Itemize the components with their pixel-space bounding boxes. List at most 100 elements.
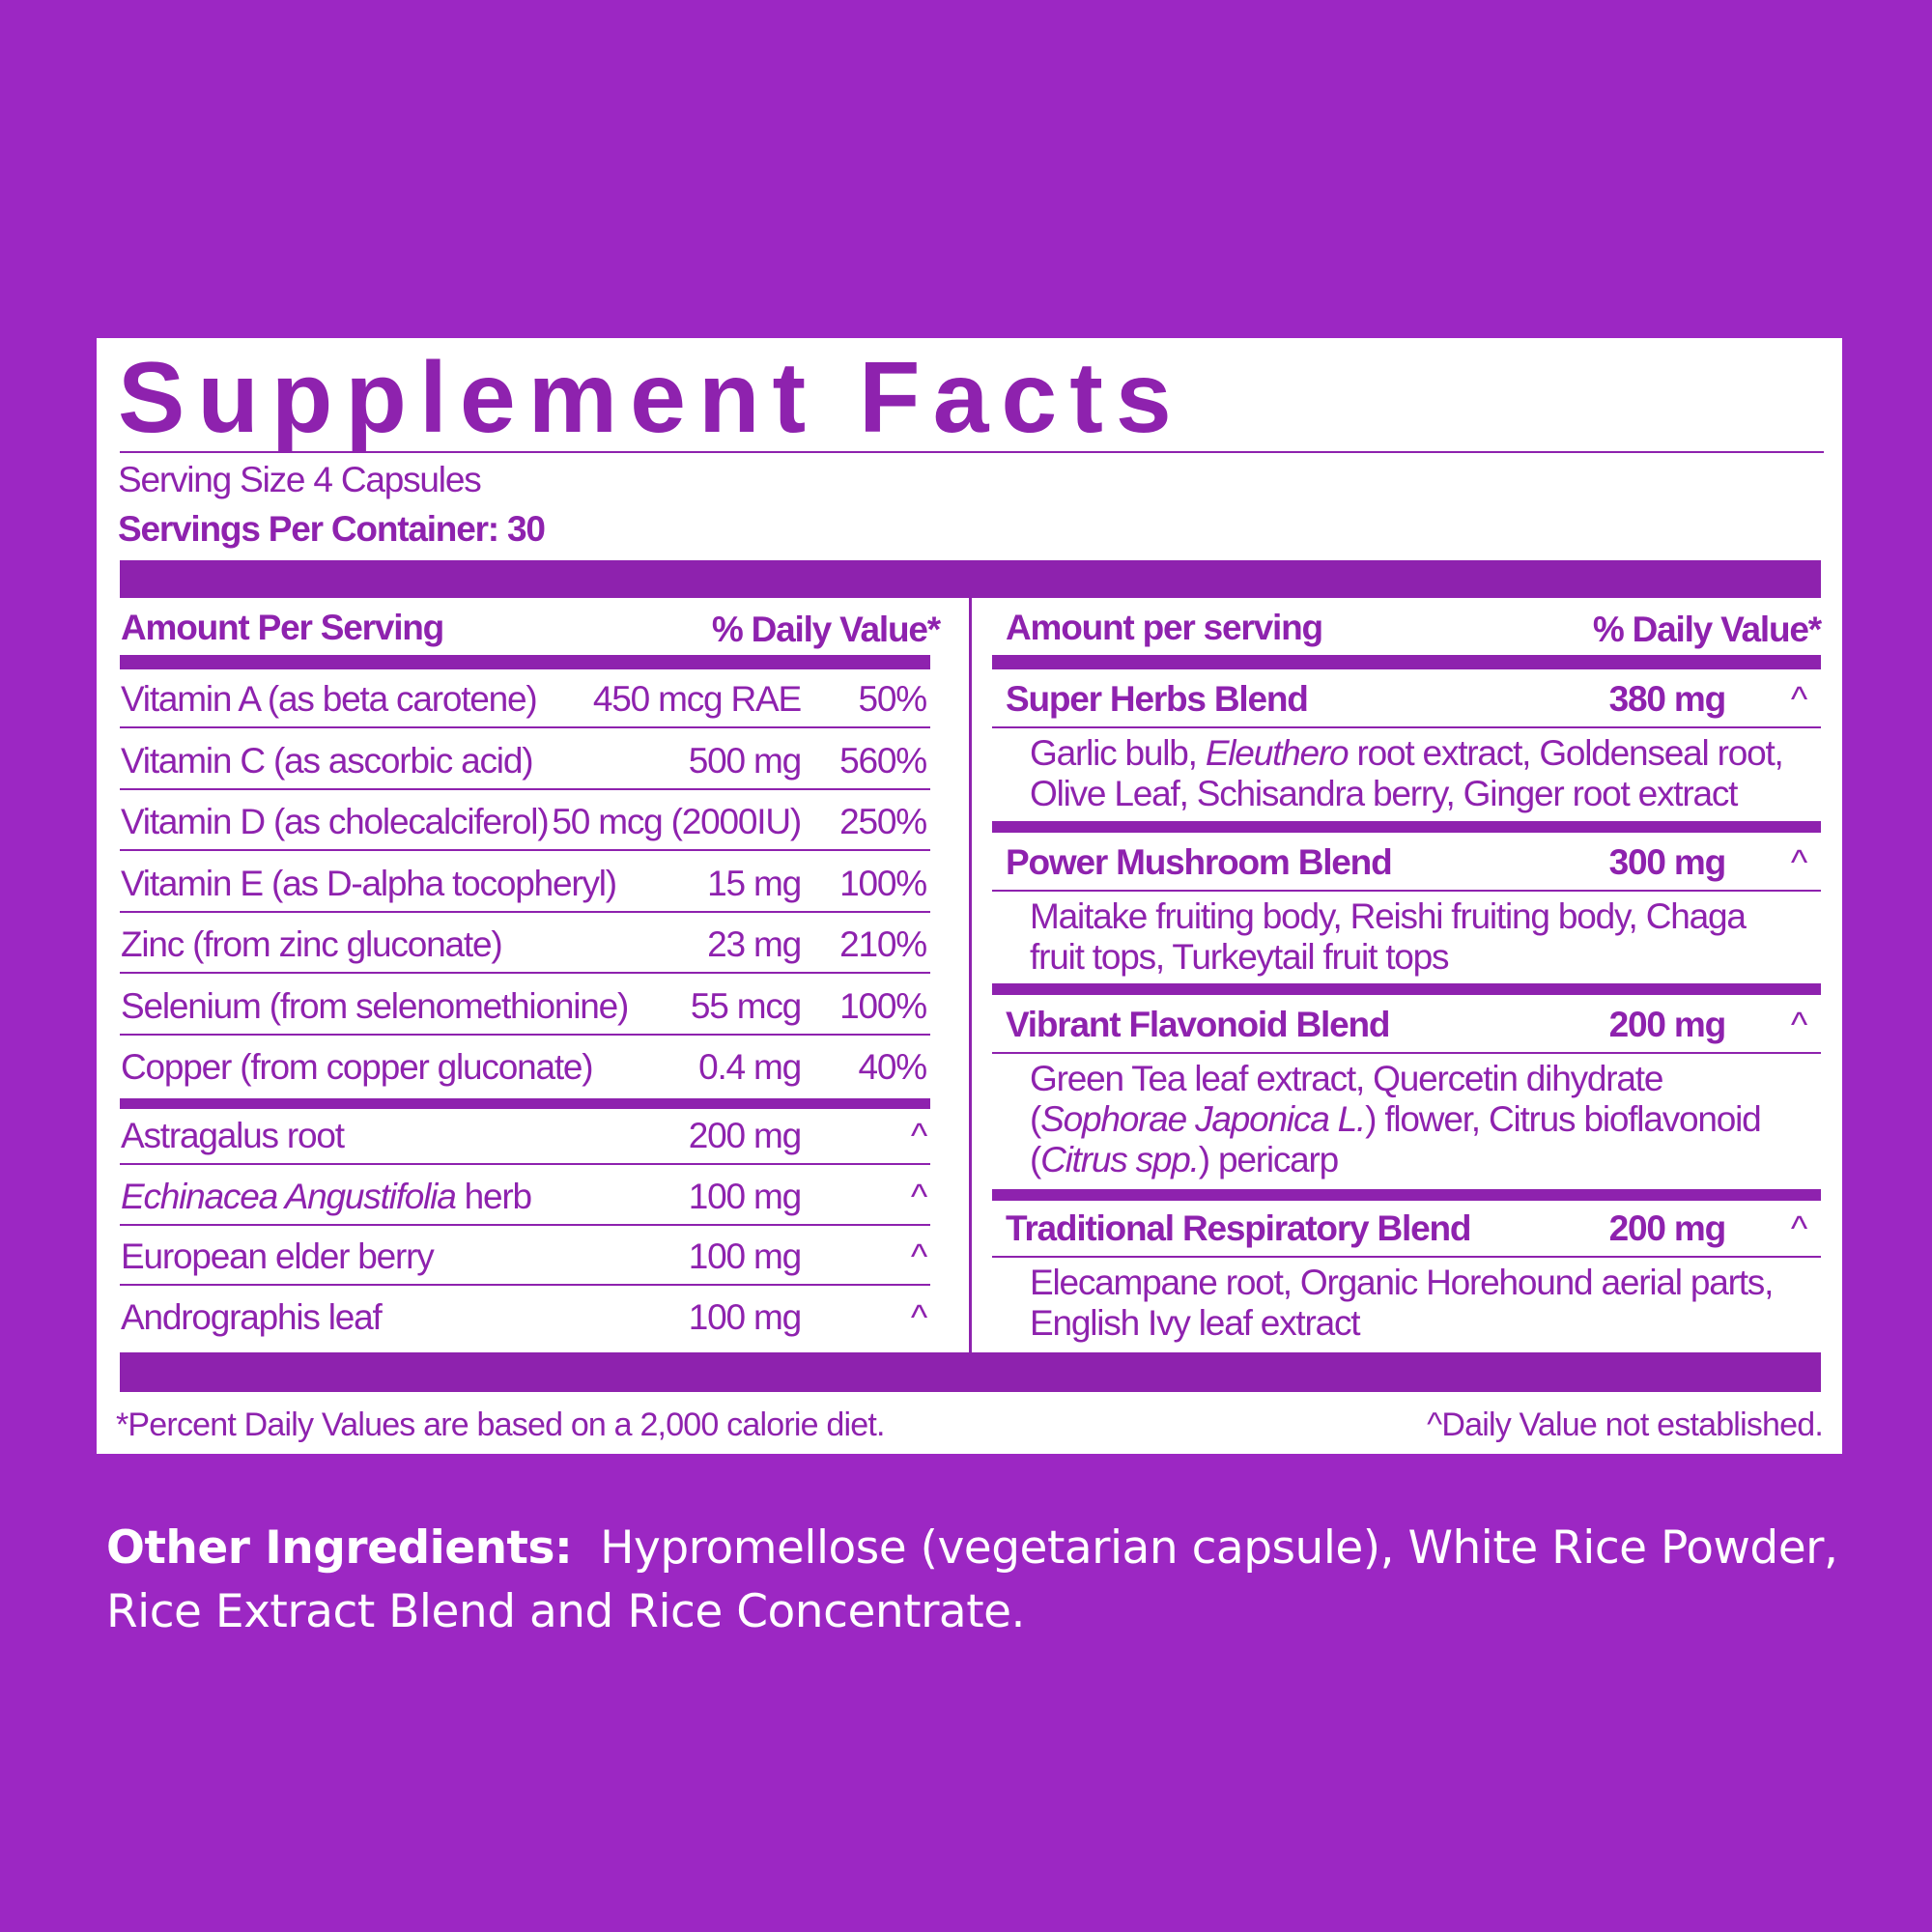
blend-name: Traditional Respiratory Blend	[1006, 1208, 1471, 1248]
blend-ingredients: Elecampane root, Organic Horehound aeria…	[1030, 1262, 1774, 1304]
blend-daily-value: ^	[1790, 679, 1807, 719]
nutrient-amount: 100 mg	[688, 1176, 802, 1216]
blend-daily-value: ^	[1790, 1208, 1807, 1248]
blend-amount: 380 mg	[1608, 679, 1727, 719]
nutrient-daily-value: ^	[910, 1176, 927, 1216]
text: Vitamin D (as cholecalciferol)	[121, 802, 550, 841]
nutrient-daily-value: 100%	[839, 863, 927, 903]
other-ingredients-label: Other Ingredients:	[106, 1521, 573, 1575]
text: Maitake fruiting body, Reishi fruiting b…	[1030, 896, 1747, 936]
text: herb	[455, 1176, 532, 1216]
nutrient-name: Copper (from copper gluconate)	[121, 1046, 594, 1089]
row-divider	[120, 972, 930, 974]
row-divider	[120, 1163, 930, 1165]
left-header-amount: Amount Per Serving	[121, 608, 444, 647]
text: (	[1030, 1140, 1041, 1179]
blend-ingredients: English Ivy leaf extract	[1030, 1302, 1361, 1345]
nutrient-amount: 100 mg	[688, 1296, 802, 1337]
serving-size: Serving Size 4 Capsules	[118, 460, 482, 499]
text: Zinc (from zinc gluconate)	[121, 924, 503, 964]
blend-daily-value: ^	[1790, 1005, 1807, 1044]
nutrient-daily-value: 100%	[839, 985, 927, 1026]
italic-text: Echinacea Angustifolia	[121, 1176, 457, 1216]
thick-bar	[992, 983, 1821, 995]
text: Elecampane root, Organic Horehound aeria…	[1030, 1263, 1774, 1302]
blend-daily-value: ^	[1790, 842, 1807, 882]
thick-bar	[120, 655, 930, 669]
row-divider	[120, 1223, 930, 1226]
nutrient-amount: 0.4 mg	[698, 1047, 802, 1087]
text: Garlic bulb,	[1030, 733, 1206, 773]
text: Selenium (from selenomethionine)	[121, 985, 629, 1026]
row-divider	[120, 1284, 930, 1286]
row-divider	[120, 910, 930, 913]
italic-text: Eleuthero	[1205, 733, 1350, 773]
thick-bar	[992, 821, 1821, 833]
thick-bar	[120, 1098, 930, 1109]
nutrient-amount: 200 mg	[688, 1116, 802, 1155]
nutrient-daily-value: 40%	[858, 1047, 928, 1087]
page-title: Supplement Facts	[118, 342, 1184, 454]
italic-text: Sophorae Japonica L.	[1040, 1099, 1366, 1139]
right-header-amount: Amount per serving	[1006, 608, 1323, 647]
italic-text: Citrus spp.	[1040, 1140, 1200, 1179]
nutrient-amount: 15 mg	[707, 863, 802, 903]
nutrient-daily-value: ^	[910, 1116, 927, 1155]
text: root extract, Goldenseal root,	[1348, 733, 1783, 773]
nutrient-name: Echinacea Angustifolia herb	[121, 1176, 532, 1218]
servings-per-container: Servings Per Container: 30	[118, 509, 546, 549]
blend-ingredients: Garlic bulb, Eleuthero root extract, Gol…	[1030, 732, 1784, 775]
blend-ingredients: fruit tops, Turkeytail fruit tops	[1030, 936, 1450, 979]
text: ) flower, Citrus bioflavonoid	[1365, 1099, 1762, 1139]
nutrient-daily-value: 560%	[839, 740, 927, 781]
nutrient-name: Astragalus root	[121, 1115, 345, 1157]
thick-bar	[120, 1352, 1821, 1392]
row-divider	[120, 726, 930, 728]
nutrient-name: Vitamin A (as beta carotene)	[121, 678, 538, 721]
footnote-daily-values: *Percent Daily Values are based on a 2,0…	[116, 1406, 885, 1443]
text: fruit tops, Turkeytail fruit tops	[1030, 937, 1450, 977]
nutrient-amount: 55 mcg	[690, 985, 802, 1026]
blend-amount: 200 mg	[1608, 1208, 1727, 1248]
row-divider	[120, 787, 930, 790]
nutrient-name: European elder berry	[121, 1236, 435, 1278]
nutrient-daily-value: 50%	[858, 679, 928, 719]
footnote-not-established: ^Daily Value not established.	[1427, 1406, 1824, 1443]
thick-bar	[120, 560, 1821, 598]
nutrient-amount: 100 mg	[688, 1236, 802, 1276]
nutrient-amount: 450 mcg RAE	[592, 679, 802, 719]
divider	[120, 451, 1824, 453]
text: Andrographis leaf	[121, 1296, 383, 1337]
text: Olive Leaf, Schisandra berry, Ginger roo…	[1030, 774, 1738, 813]
text: Green Tea leaf extract, Quercetin dihydr…	[1030, 1059, 1663, 1098]
column-divider	[969, 598, 972, 1353]
nutrient-name: Vitamin E (as D-alpha tocopheryl)	[121, 863, 617, 905]
blend-name: Power Mushroom Blend	[1006, 842, 1393, 882]
text: ) pericarp	[1198, 1140, 1339, 1179]
text: Vitamin C (as ascorbic acid)	[121, 740, 534, 781]
nutrient-amount: 23 mg	[707, 924, 802, 964]
blend-ingredients: Green Tea leaf extract, Quercetin dihydr…	[1030, 1058, 1663, 1100]
nutrient-name: Andrographis leaf	[121, 1296, 383, 1339]
nutrient-name: Vitamin C (as ascorbic acid)	[121, 740, 534, 782]
thick-bar	[992, 1189, 1821, 1201]
nutrient-name: Selenium (from selenomethionine)	[121, 985, 629, 1028]
nutrient-daily-value: 250%	[839, 802, 927, 841]
thick-bar	[992, 655, 1821, 669]
other-ingredients-text: Hypromellose (vegetarian capsule), White…	[106, 1521, 1838, 1638]
nutrient-name: Vitamin D (as cholecalciferol)	[121, 801, 550, 843]
nutrient-name: Zinc (from zinc gluconate)	[121, 923, 503, 966]
blend-name: Super Herbs Blend	[1006, 679, 1309, 719]
blend-amount: 200 mg	[1608, 1005, 1727, 1044]
text: Copper (from copper gluconate)	[121, 1047, 594, 1087]
blend-ingredients: Maitake fruiting body, Reishi fruiting b…	[1030, 895, 1747, 938]
blend-ingredients: (Citrus spp.) pericarp	[1030, 1139, 1339, 1181]
row-divider	[992, 726, 1821, 728]
blend-amount: 300 mg	[1608, 842, 1727, 882]
text: Astragalus root	[121, 1116, 345, 1155]
text: English Ivy leaf extract	[1030, 1303, 1361, 1343]
blend-ingredients: (Sophorae Japonica L.) flower, Citrus bi…	[1030, 1098, 1762, 1141]
nutrient-amount: 50 mcg (2000IU)	[552, 802, 802, 841]
text: Vitamin A (as beta carotene)	[121, 679, 538, 719]
nutrient-daily-value: 210%	[839, 924, 927, 964]
